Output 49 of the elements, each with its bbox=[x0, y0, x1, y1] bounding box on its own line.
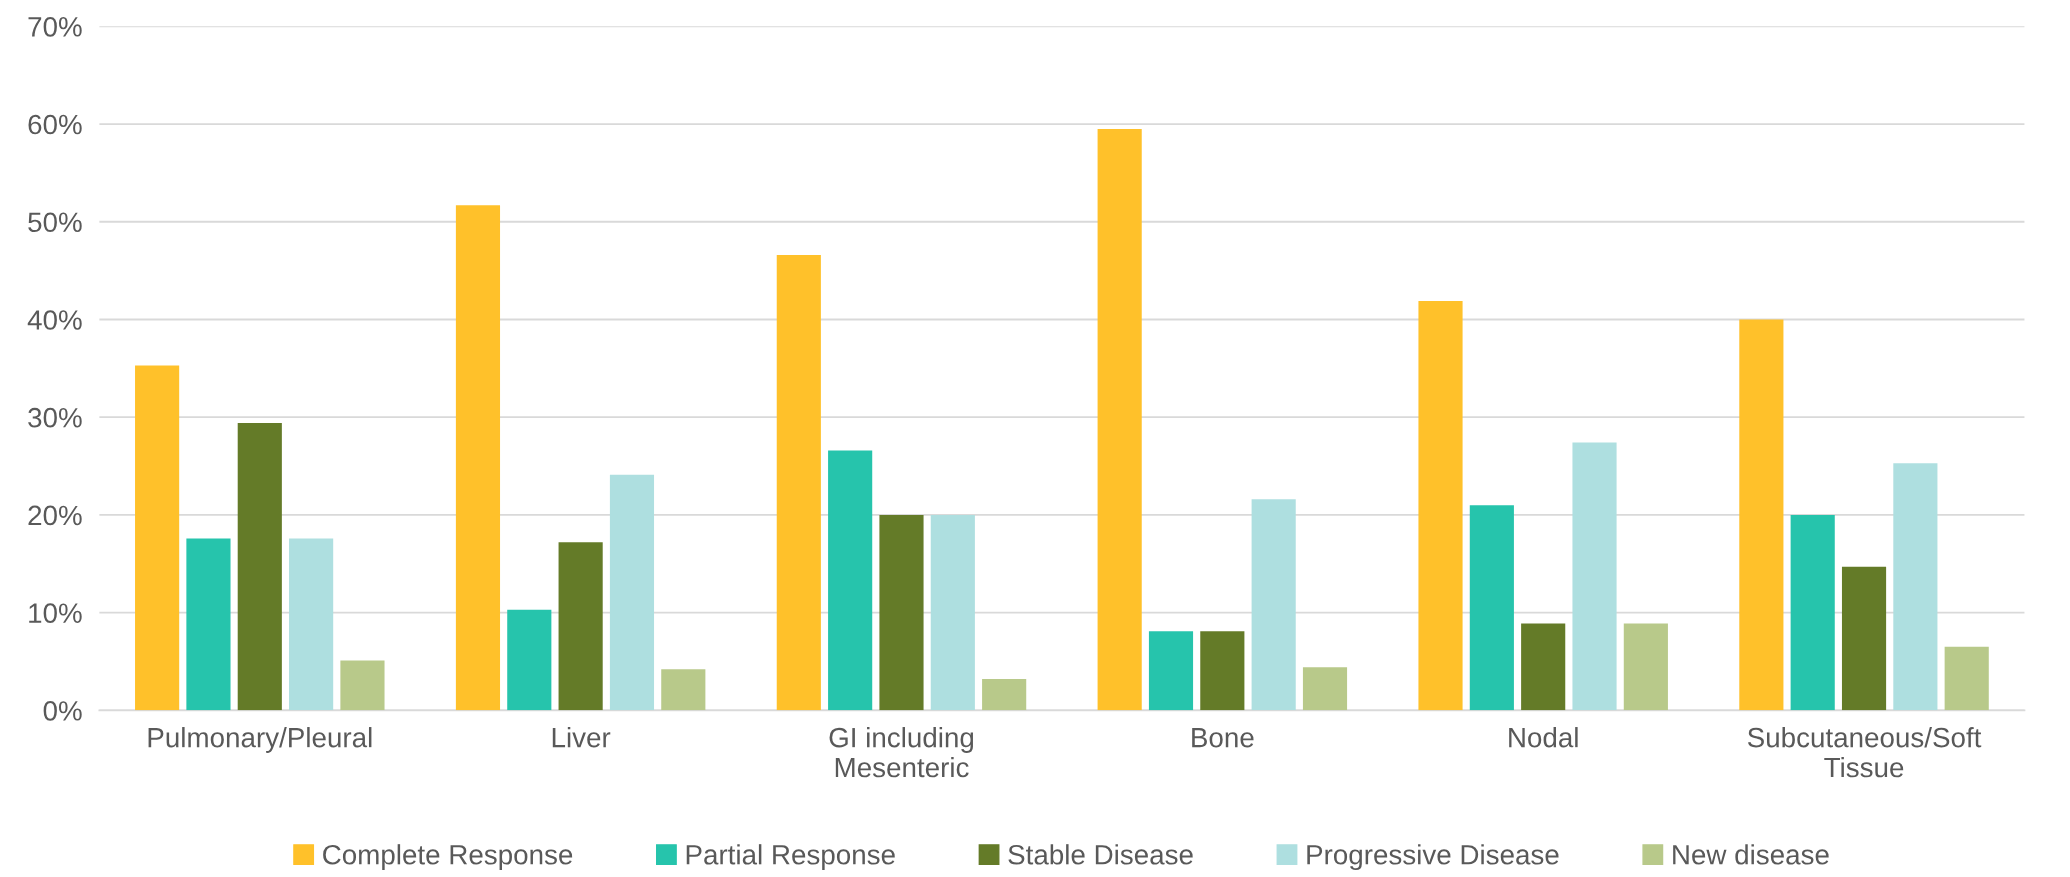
bar bbox=[1418, 300, 1463, 711]
bar bbox=[1521, 623, 1566, 711]
bar bbox=[1893, 463, 1938, 711]
bar bbox=[1469, 505, 1514, 711]
legend-label: Complete Response bbox=[323, 844, 573, 871]
bar bbox=[1572, 442, 1617, 711]
legend-label: Progressive Disease bbox=[1307, 844, 1559, 871]
x-tick-label: Pulmonary/Pleural bbox=[148, 727, 372, 753]
x-tick-label: Subcutaneous/Soft Tissue bbox=[1747, 727, 1982, 778]
x-tick-label: Bone bbox=[1192, 728, 1254, 748]
bar bbox=[1790, 514, 1835, 711]
bar bbox=[1623, 623, 1668, 711]
legend-label: Stable Disease bbox=[1008, 844, 1193, 865]
bar bbox=[1302, 667, 1348, 711]
bar bbox=[828, 450, 873, 711]
bar bbox=[1200, 631, 1245, 711]
bar bbox=[1841, 566, 1887, 711]
y-tick-label: 10% bbox=[29, 603, 82, 623]
bar bbox=[237, 423, 282, 711]
y-tick-label: 0% bbox=[43, 701, 82, 721]
y-tick-label: 70% bbox=[28, 16, 82, 37]
y-tick-label: 20% bbox=[28, 505, 82, 526]
bar bbox=[1251, 499, 1296, 711]
bar bbox=[879, 514, 924, 711]
bar bbox=[186, 538, 231, 711]
bar bbox=[661, 669, 706, 711]
y-tick-label: 40% bbox=[27, 310, 82, 330]
bar bbox=[1739, 319, 1784, 711]
bar bbox=[1097, 128, 1142, 711]
bar bbox=[507, 609, 552, 711]
bar bbox=[776, 254, 821, 711]
x-tick-label: Liver bbox=[552, 727, 611, 748]
x-tick-label: Nodal bbox=[1509, 727, 1578, 748]
bar bbox=[609, 474, 655, 711]
y-tick-label: 60% bbox=[28, 114, 82, 135]
bar bbox=[135, 365, 180, 711]
x-tick-label: GI including Mesenteric bbox=[829, 727, 974, 778]
bar bbox=[1944, 646, 1989, 711]
y-tick-label: 50% bbox=[28, 212, 82, 233]
bar bbox=[340, 660, 385, 711]
bar bbox=[455, 205, 501, 711]
legend-label: New disease bbox=[1673, 844, 1829, 865]
bar bbox=[558, 542, 603, 711]
bar bbox=[982, 679, 1027, 711]
bar bbox=[930, 514, 975, 711]
y-tick-label: 30% bbox=[28, 407, 82, 428]
bar bbox=[289, 538, 334, 711]
bar bbox=[1148, 631, 1194, 711]
legend-label: Partial Response bbox=[686, 844, 895, 871]
